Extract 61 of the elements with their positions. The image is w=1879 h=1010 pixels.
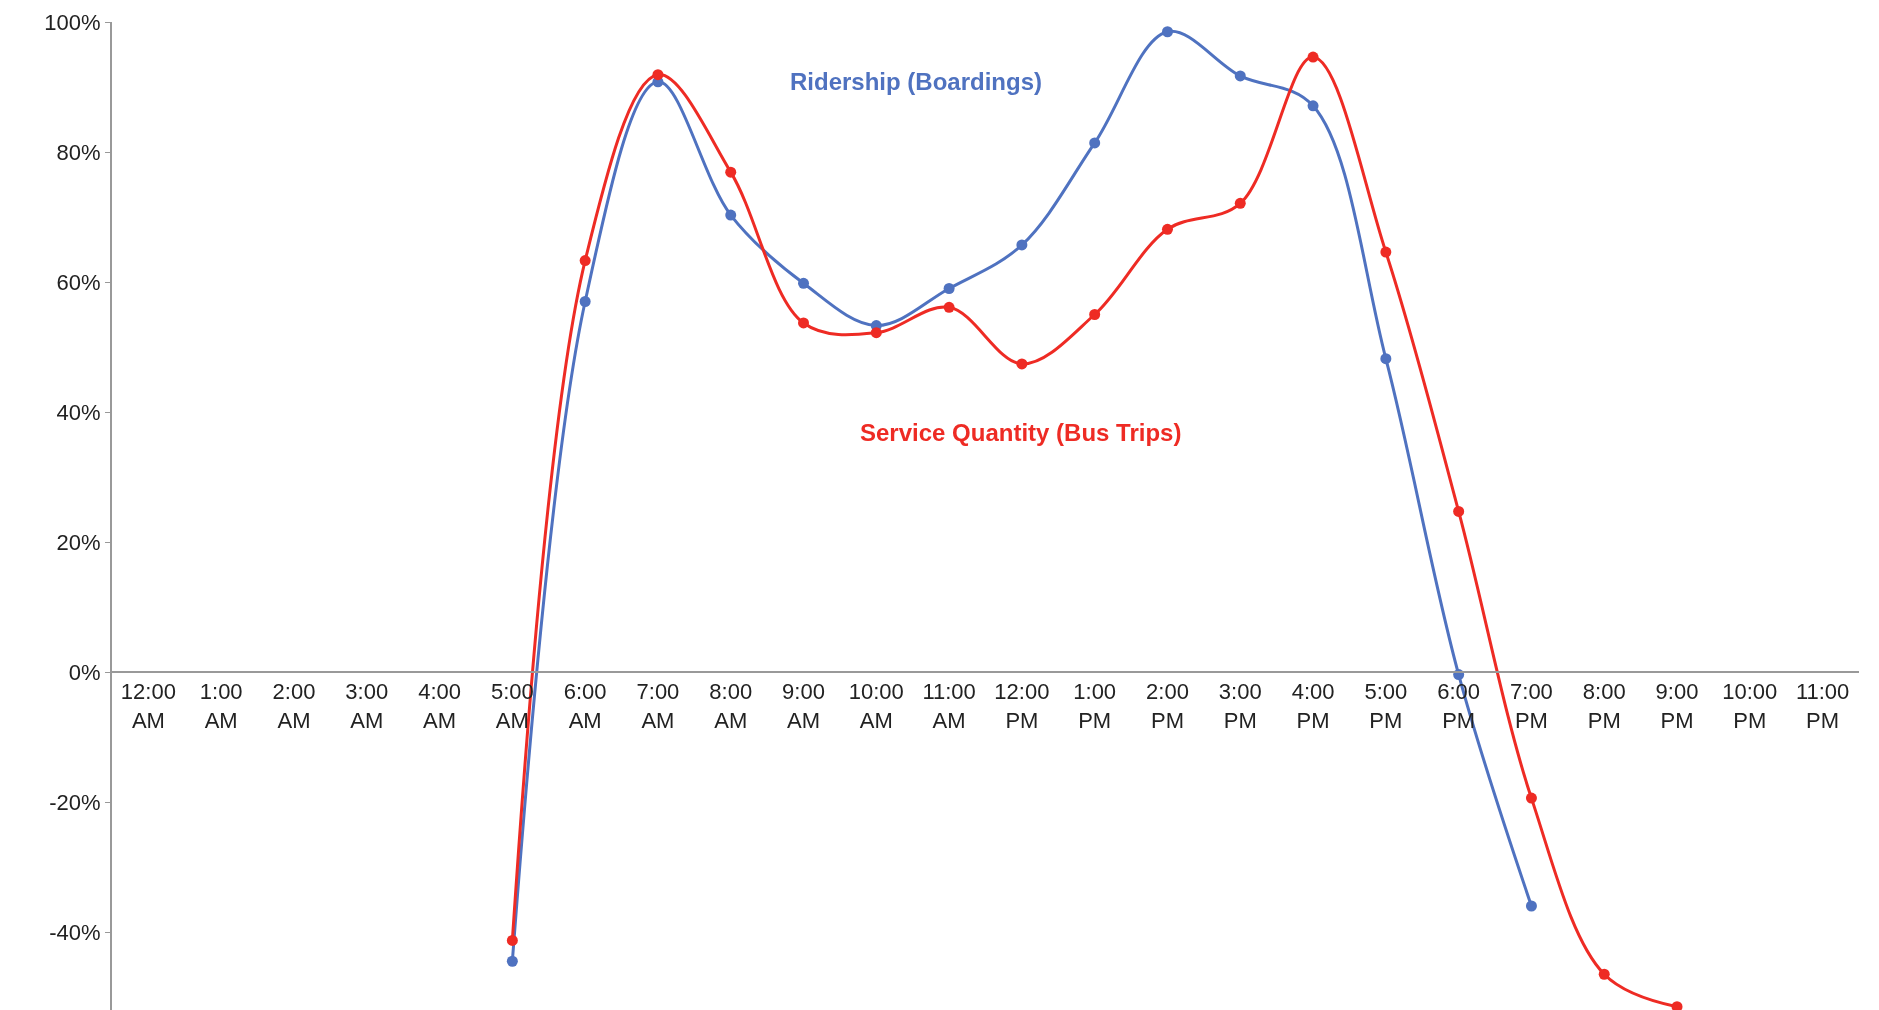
x-tick-label: 11:00 AM — [922, 679, 976, 733]
y-tick-label: 60% — [56, 269, 101, 295]
point — [943, 301, 955, 313]
point — [579, 296, 591, 307]
x-tick-label: 2:00 PM — [1146, 679, 1189, 733]
x-tick-label: 5:00 PM — [1364, 679, 1408, 733]
point — [1307, 51, 1319, 63]
point — [725, 209, 737, 221]
point — [1016, 358, 1028, 370]
point — [1161, 223, 1173, 235]
text: Ridership (Boardings) — [790, 68, 1043, 95]
y-tick-label: -20% — [49, 789, 101, 815]
x-tick-label: 7:00 AM — [636, 679, 680, 733]
point — [1161, 26, 1173, 38]
text: Service Quantity (Bus Trips) — [860, 419, 1182, 446]
point — [1307, 100, 1319, 112]
point — [1380, 353, 1392, 365]
x-tick-label: 4:00 PM — [1291, 679, 1335, 733]
x-tick-label: 9:00 AM — [782, 679, 825, 733]
point — [1598, 968, 1610, 980]
point — [725, 166, 737, 178]
point — [798, 317, 810, 329]
x-tick-label: 6:00 AM — [563, 679, 607, 733]
point — [1380, 246, 1392, 258]
y-tick-label: 0% — [68, 659, 101, 685]
point — [798, 277, 810, 289]
point — [1089, 309, 1101, 320]
x-tick-label: 12:00 AM — [120, 679, 176, 733]
point — [1234, 70, 1246, 82]
x-tick-label: 8:00 PM — [1582, 679, 1626, 733]
point — [506, 955, 518, 967]
point — [870, 327, 882, 339]
point — [1525, 900, 1537, 912]
point — [652, 69, 664, 81]
x-tick-label: 10:00 PM — [1722, 679, 1778, 733]
x-tick-label: 2:00 AM — [272, 679, 316, 733]
x-tick-label: 10:00 AM — [848, 679, 904, 733]
y-tick-label: 20% — [56, 529, 101, 555]
x-tick-label: 8:00 AM — [709, 679, 753, 733]
point — [1671, 1001, 1683, 1010]
point — [1234, 197, 1246, 209]
point — [943, 283, 955, 294]
x-tick-label: 1:00 PM — [1073, 679, 1117, 733]
x-tick-label: 4:00 AM — [418, 679, 461, 733]
x-tick-label: 1:00 AM — [199, 679, 243, 733]
y-tick-label: 80% — [56, 139, 101, 165]
x-tick-label: 11:00 PM — [1795, 679, 1850, 733]
y-tick-label: 100% — [44, 9, 101, 35]
y-tick-label: -40% — [49, 919, 101, 945]
y-tick-label: 40% — [56, 399, 101, 425]
point — [1016, 239, 1028, 251]
x-tick-label: 12:00 PM — [994, 679, 1050, 733]
point — [579, 255, 591, 267]
point — [1089, 137, 1101, 149]
x-tick-label: 9:00 PM — [1655, 679, 1699, 733]
point — [1525, 792, 1537, 804]
point — [1453, 505, 1465, 517]
point — [506, 934, 518, 946]
x-tick-label: 7:00 PM — [1510, 679, 1553, 733]
x-tick-label: 3:00 PM — [1218, 679, 1262, 733]
x-tick-label: 3:00 AM — [345, 679, 389, 733]
